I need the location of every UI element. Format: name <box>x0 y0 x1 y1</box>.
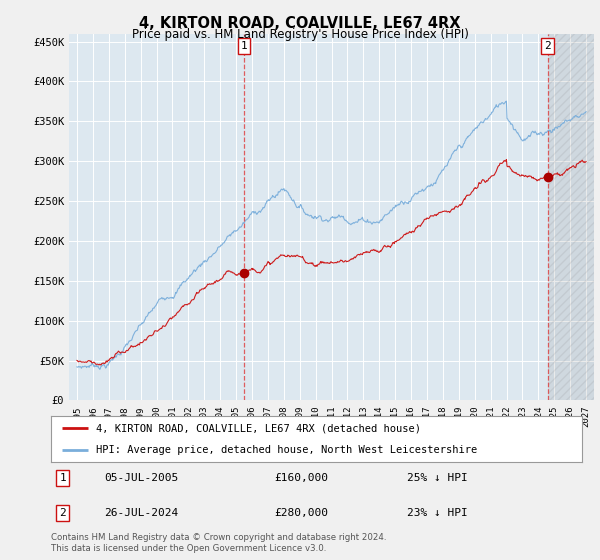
Text: £160,000: £160,000 <box>274 473 328 483</box>
Text: 1: 1 <box>59 473 66 483</box>
Text: 4, KIRTON ROAD, COALVILLE, LE67 4RX: 4, KIRTON ROAD, COALVILLE, LE67 4RX <box>139 16 461 31</box>
Text: £280,000: £280,000 <box>274 508 328 518</box>
Text: 23% ↓ HPI: 23% ↓ HPI <box>407 508 467 518</box>
Text: 1: 1 <box>241 41 247 51</box>
Text: 05-JUL-2005: 05-JUL-2005 <box>104 473 178 483</box>
Text: 2: 2 <box>59 508 66 518</box>
Text: Contains HM Land Registry data © Crown copyright and database right 2024.
This d: Contains HM Land Registry data © Crown c… <box>51 533 386 553</box>
Text: 2: 2 <box>544 41 551 51</box>
Text: 25% ↓ HPI: 25% ↓ HPI <box>407 473 467 483</box>
Text: Price paid vs. HM Land Registry's House Price Index (HPI): Price paid vs. HM Land Registry's House … <box>131 28 469 41</box>
Text: HPI: Average price, detached house, North West Leicestershire: HPI: Average price, detached house, Nort… <box>96 445 478 455</box>
Text: 4, KIRTON ROAD, COALVILLE, LE67 4RX (detached house): 4, KIRTON ROAD, COALVILLE, LE67 4RX (det… <box>96 423 421 433</box>
Text: 26-JUL-2024: 26-JUL-2024 <box>104 508 178 518</box>
